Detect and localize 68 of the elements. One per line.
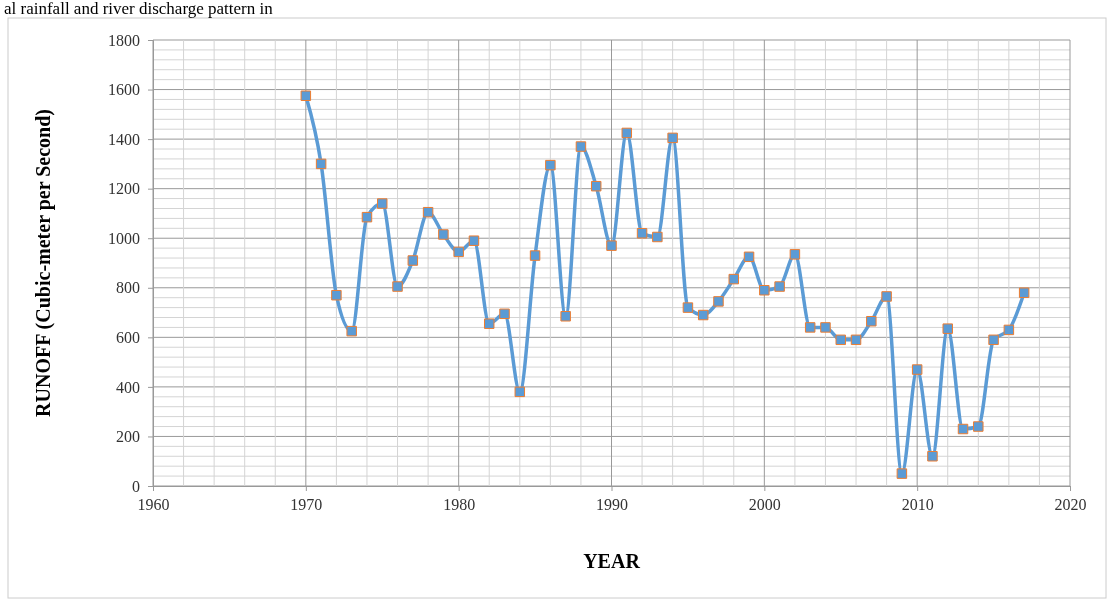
point (468, 235, 480, 246)
point (636, 228, 648, 239)
point (499, 308, 510, 320)
y-tick-label: 1200 (108, 180, 140, 198)
point (789, 249, 801, 260)
point (820, 322, 831, 333)
point (529, 250, 541, 261)
point (942, 323, 953, 334)
point (713, 296, 724, 307)
point (1018, 287, 1030, 298)
y-tick-label: 600 (116, 328, 140, 346)
point (392, 281, 403, 292)
point (545, 159, 556, 171)
point (927, 451, 938, 462)
point (453, 246, 464, 258)
point (575, 141, 587, 152)
y-tick-label: 800 (116, 279, 140, 297)
point (407, 255, 419, 266)
point (438, 229, 449, 240)
point (346, 325, 357, 337)
point (896, 468, 908, 479)
x-tick-label: 1960 (137, 496, 170, 514)
y-tick-label: 1800 (108, 31, 140, 49)
point (483, 318, 495, 329)
x-tick-label: 1970 (290, 496, 323, 514)
point (988, 334, 999, 346)
point (1003, 324, 1015, 336)
point (759, 285, 770, 296)
point (682, 302, 694, 313)
x-axis-title: YEAR (583, 550, 641, 572)
y-tick-label: 1600 (108, 81, 140, 99)
y-tick-label: 0 (132, 477, 140, 495)
point (728, 273, 740, 285)
point (697, 309, 709, 321)
point (911, 364, 923, 375)
point (422, 206, 434, 218)
point (652, 231, 663, 243)
point (973, 421, 984, 432)
point (881, 291, 892, 302)
x-tick-label: 2000 (748, 496, 781, 514)
y-axis-title: RUNOFF (Cubic-meter per Second) (32, 109, 55, 417)
point (850, 334, 862, 346)
point (590, 180, 602, 192)
point (667, 132, 678, 144)
point (315, 158, 327, 170)
point (774, 281, 785, 292)
point (957, 423, 969, 435)
point (331, 289, 342, 301)
point (514, 386, 526, 398)
text: al rainfall and river discharge pattern in (4, 0, 274, 18)
x-tick-label: 2020 (1054, 496, 1087, 514)
point (804, 322, 816, 333)
y-tick-label: 400 (116, 378, 140, 396)
point (621, 127, 633, 139)
point (866, 315, 877, 327)
point (560, 311, 571, 322)
y-tick-label: 1400 (108, 130, 140, 148)
point (361, 211, 373, 223)
point (743, 251, 755, 263)
y-tick-label: 200 (116, 428, 140, 446)
point (606, 240, 617, 251)
x-tick-label: 2010 (901, 496, 934, 514)
point (377, 198, 388, 209)
x-tick-label: 1980 (443, 496, 476, 514)
point (300, 90, 312, 101)
y-tick-label: 1000 (108, 229, 140, 247)
x-tick-label: 1990 (596, 496, 628, 514)
point (835, 334, 846, 346)
